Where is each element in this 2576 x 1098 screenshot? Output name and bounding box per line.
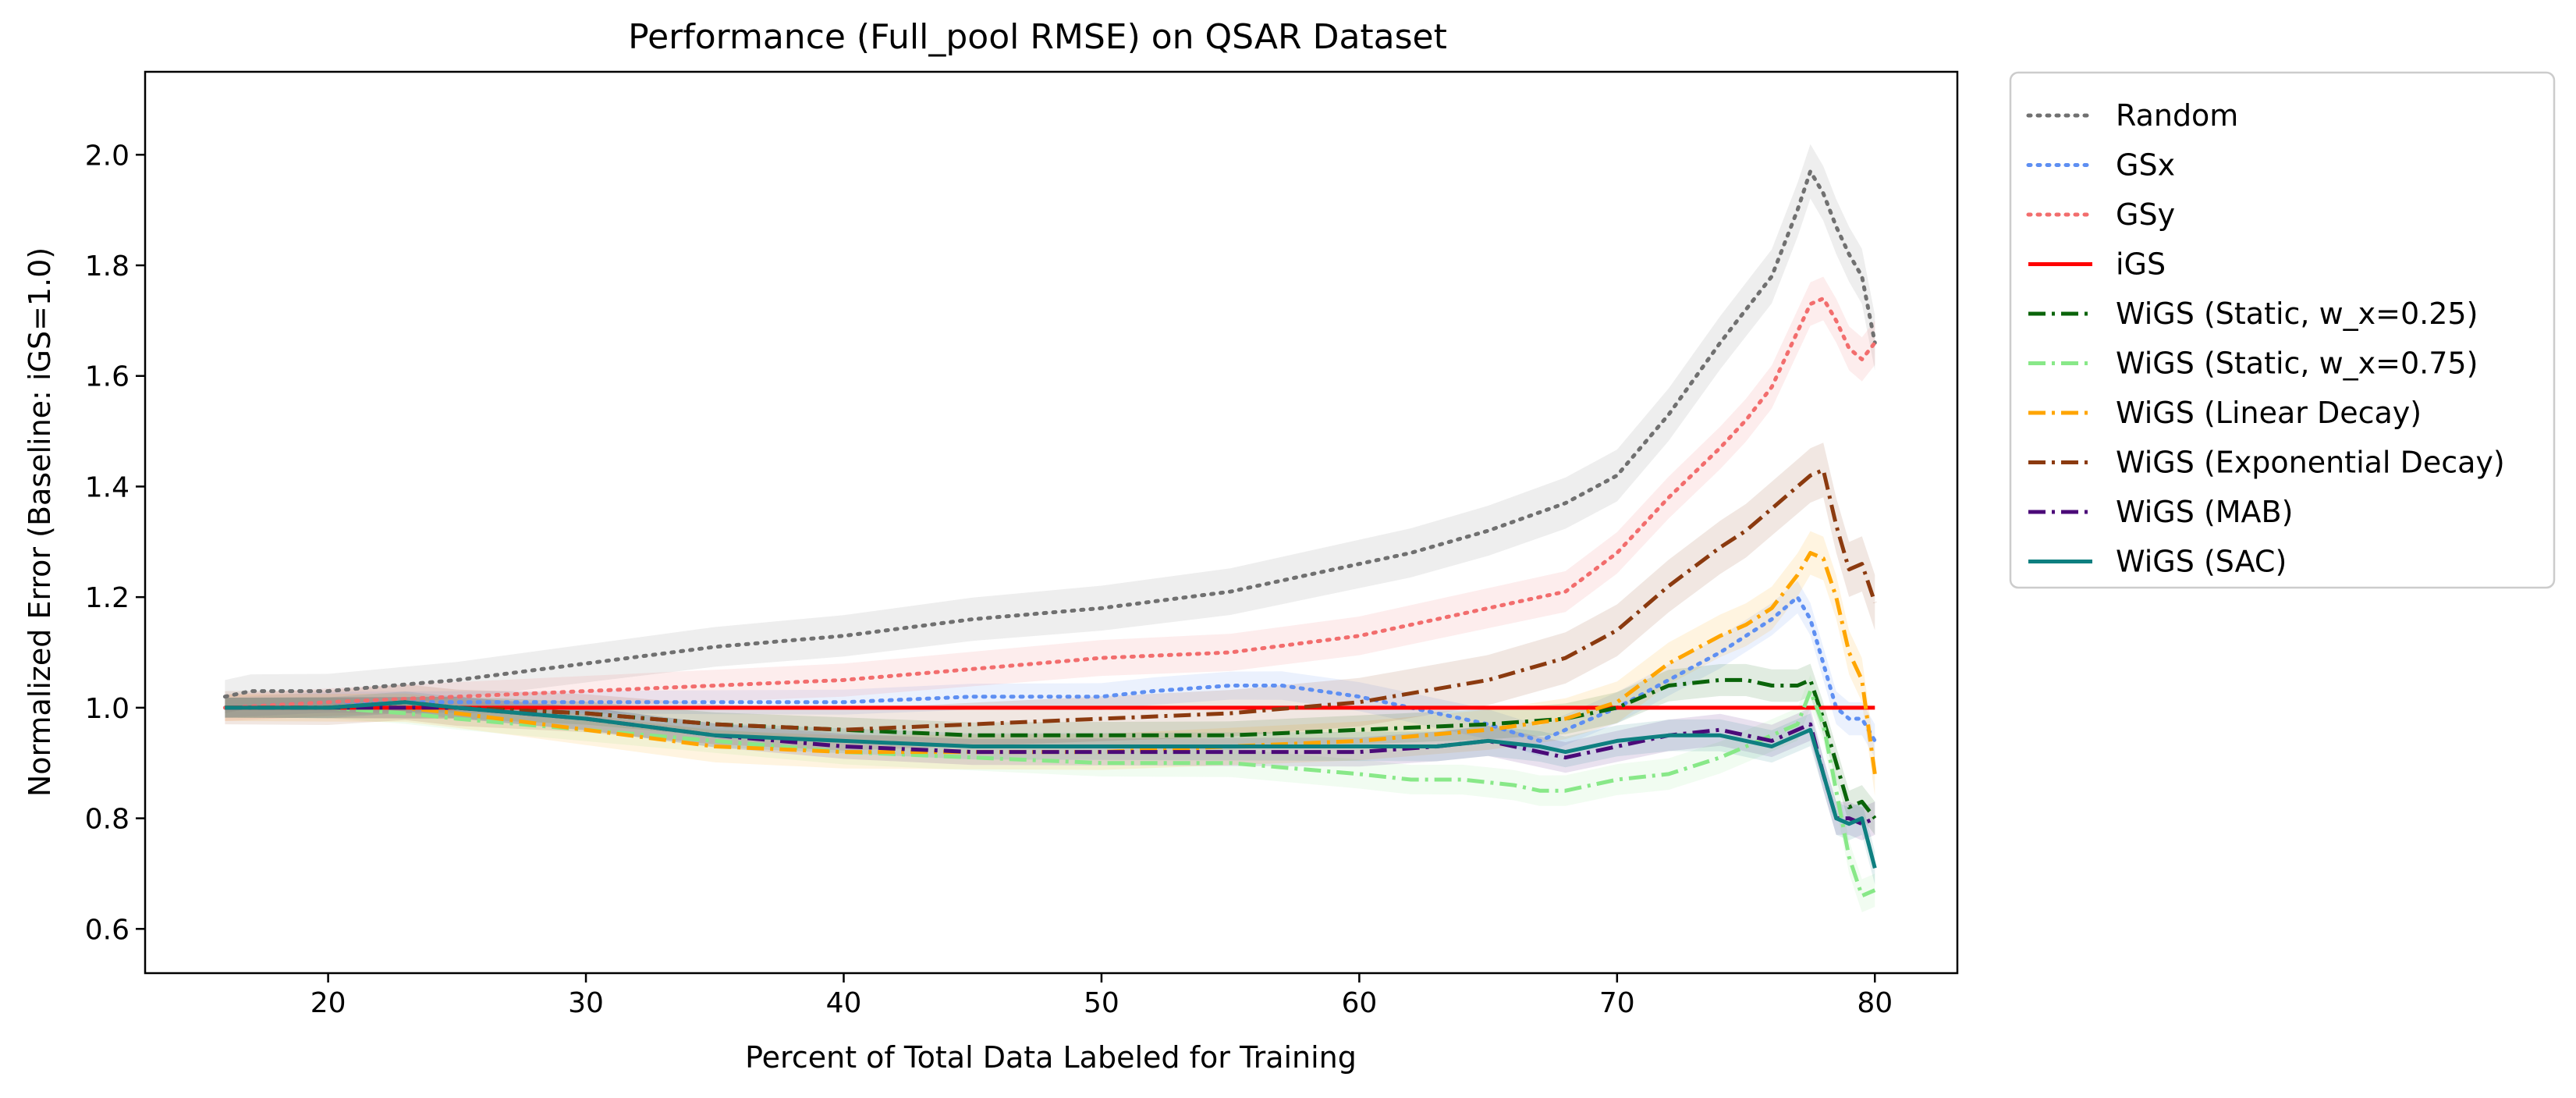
legend-label-gsy: GSy	[2116, 197, 2175, 232]
band-wigs-sac	[225, 691, 1875, 885]
series-line-wigs-exponential-decay	[225, 467, 1877, 732]
y-tick-label: 2.0	[85, 140, 130, 172]
series-line-wigs-linear-decay	[225, 551, 1877, 775]
plot-area	[144, 70, 1959, 975]
y-axis-label: Normalized Error (Baseline: iGS=1.0)	[23, 247, 57, 797]
series-lines	[222, 169, 1877, 898]
band-wigs-static-w-x-0-75	[225, 674, 1875, 912]
series-line-gsx	[222, 595, 1877, 743]
legend-label-random: Random	[2116, 98, 2238, 133]
y-tick-label: 1.8	[85, 251, 130, 282]
y-tick-label: 1.6	[85, 361, 130, 393]
legend: Random GSx GSy iGS WiGS (Static, w_x=0.25) Wi…	[2009, 71, 2556, 589]
x-tick-label: 50	[1084, 987, 1119, 1019]
y-tick-label: 1.4	[85, 471, 130, 503]
series-line-wigs-sac	[225, 700, 1877, 869]
band-wigs-exponential-decay	[225, 442, 1875, 751]
x-tick-label: 20	[310, 987, 346, 1019]
y-tick-label: 1.2	[85, 582, 130, 614]
legend-label-wigs-mab: WiGS (MAB)	[2116, 495, 2293, 529]
legend-label-wigs-static-w-x-0-75: WiGS (Static, w_x=0.75)	[2116, 346, 2478, 381]
y-tick-label: 1.0	[85, 693, 130, 725]
x-tick-label: 80	[1857, 987, 1893, 1019]
x-tick-label: 60	[1341, 987, 1377, 1019]
y-axis-ticks: 0.6 0.8 1.0 1.2 1.4 1.6 1.8 2.0	[85, 140, 145, 946]
x-axis-ticks: 20 30 40 50 60 70 80	[310, 973, 1893, 1019]
band-wigs-linear-decay	[225, 531, 1875, 797]
plot-frame	[144, 70, 1959, 975]
x-tick-label: 70	[1599, 987, 1635, 1019]
legend-label-wigs-sac: WiGS (SAC)	[2116, 545, 2287, 579]
legend-label-wigs-static-w-x-0-25: WiGS (Static, w_x=0.25)	[2116, 297, 2478, 331]
legend-label-wigs-linear-decay: WiGS (Linear Decay)	[2116, 396, 2422, 430]
y-tick-label: 0.8	[85, 804, 130, 836]
band-gsx	[225, 581, 1875, 758]
legend-label-wigs-exponential-decay: WiGS (Exponential Decay)	[2116, 446, 2505, 480]
x-axis-label: Percent of Total Data Labeled for Traini…	[745, 1040, 1357, 1075]
y-tick-label: 0.6	[85, 914, 130, 946]
series-line-wigs-static-w-x-0-75	[225, 689, 1876, 898]
series-line-gsy	[222, 297, 1877, 710]
band-gsy	[225, 276, 1875, 721]
band-wigs-mab	[225, 696, 1875, 840]
x-tick-label: 30	[568, 987, 604, 1019]
band-random	[225, 144, 1875, 713]
legend-frame	[2009, 71, 2556, 589]
x-tick-label: 40	[826, 987, 862, 1019]
legend-label-gsx: GSx	[2116, 148, 2175, 183]
chart-title: Performance (Full_pool RMSE) on QSAR Dat…	[628, 17, 1447, 57]
legend-label-igs: iGS	[2116, 247, 2166, 282]
series-line-random	[222, 169, 1877, 699]
